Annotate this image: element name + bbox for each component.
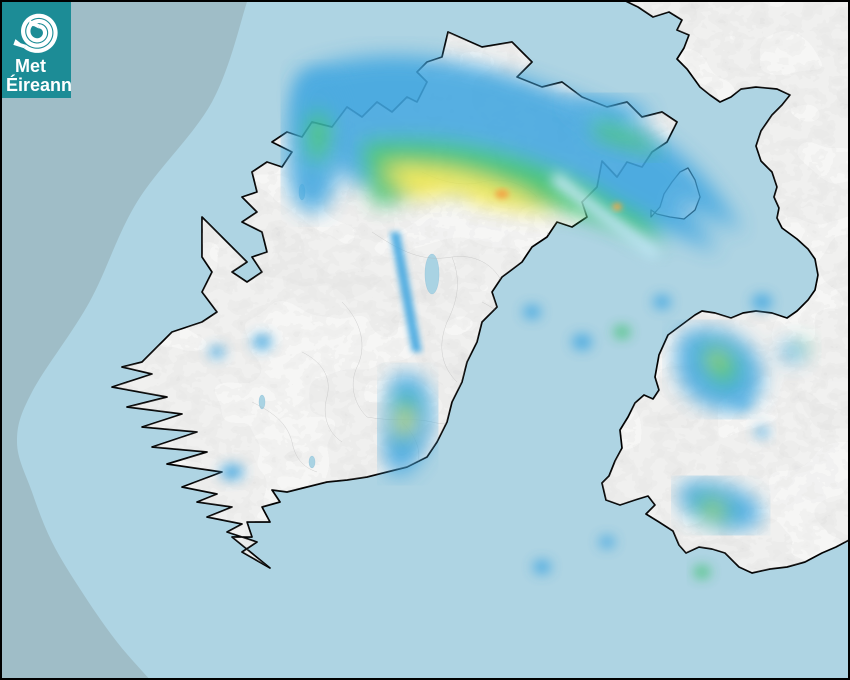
svg-text:Éireann: Éireann — [6, 74, 72, 95]
svg-text:Met: Met — [15, 56, 46, 76]
